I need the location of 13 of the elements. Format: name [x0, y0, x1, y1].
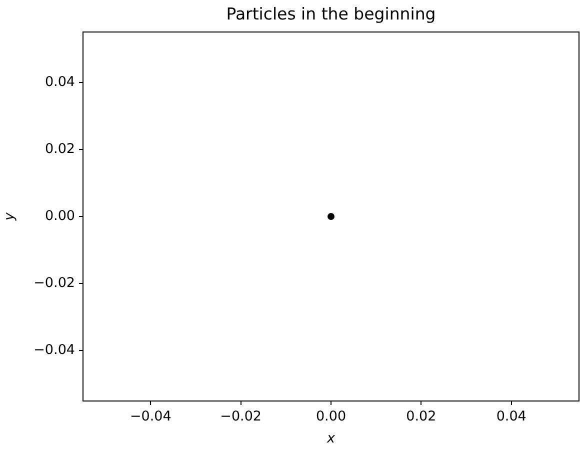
- y-tick-label: 0.00: [44, 208, 75, 224]
- y-tick-label: −0.04: [34, 342, 75, 358]
- chart-title: Particles in the beginning: [226, 4, 436, 24]
- y-axis-title: y: [2, 212, 18, 222]
- x-tick-label: −0.02: [220, 408, 262, 425]
- x-tick-label: 0.04: [496, 408, 526, 425]
- x-tick-label: 0.00: [316, 408, 346, 425]
- y-tick-label: −0.02: [34, 275, 75, 292]
- x-axis-title: x: [326, 430, 336, 446]
- x-tick-label: 0.02: [406, 408, 436, 425]
- y-tick-label: 0.02: [44, 140, 75, 157]
- x-tick-label: −0.04: [130, 408, 172, 425]
- y-tick-label: 0.04: [44, 74, 75, 90]
